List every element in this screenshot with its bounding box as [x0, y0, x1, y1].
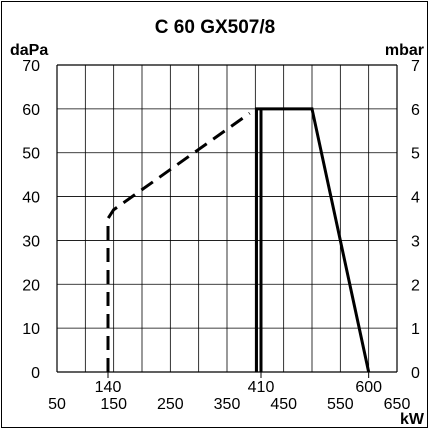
y-tick-right-label: 3	[411, 233, 420, 250]
y-tick-left-label: 50	[22, 146, 40, 163]
x-tick-label: 250	[157, 396, 184, 413]
x-annotations: 140 410 600	[95, 372, 382, 396]
grid-lines	[56, 64, 398, 373]
chart-title: C 60 GX507/8	[155, 17, 275, 38]
y-tick-left-label: 0	[31, 365, 40, 382]
x-axis-label: kW	[400, 411, 425, 428]
series-lines	[106, 107, 371, 373]
y-tick-left-label: 60	[22, 102, 40, 119]
x-annotation-label: 600	[355, 379, 382, 396]
x-annotation-label: 410	[248, 379, 275, 396]
y-tick-right-label: 7	[411, 58, 420, 75]
y-tick-right-label: 1	[411, 321, 420, 338]
y-tick-right-label: 5	[411, 146, 420, 163]
x-annotation-label: 140	[95, 379, 122, 396]
y-tick-right-label: 6	[411, 102, 420, 119]
y-tick-left-label: 40	[22, 190, 40, 207]
y-axis-left-label: daPa	[10, 42, 48, 59]
series-line-dashed	[106, 112, 251, 372]
y-tick-right-label: 4	[411, 190, 420, 207]
y-tick-left-label: 30	[22, 233, 40, 250]
y-tick-left-label: 10	[22, 321, 40, 338]
x-tick-label: 450	[270, 396, 297, 413]
x-tick-label: 350	[214, 396, 241, 413]
y-tick-left-label: 70	[22, 58, 40, 75]
y-axis-right-label: mbar	[385, 42, 424, 59]
y-tick-right-label: 0	[411, 365, 420, 382]
y-tick-right-label: 2	[411, 277, 420, 294]
tick-labels: 0 10 20 30 40 50 60 70 0 1 2 3 4 5 6 7 50 150 250 350 450 550…	[22, 58, 420, 413]
x-tick-label: 150	[100, 396, 127, 413]
y-tick-left-label: 20	[22, 277, 40, 294]
x-tick-label: 550	[327, 396, 354, 413]
x-tick-label: 50	[48, 396, 66, 413]
series-line-solid	[254, 107, 371, 373]
x-tick-label: 650	[384, 396, 411, 413]
